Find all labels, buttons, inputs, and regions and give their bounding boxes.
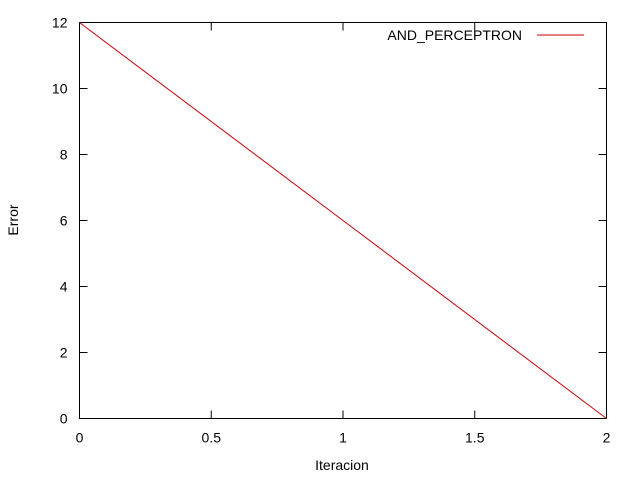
y-tick-label-0: 0 <box>60 411 68 427</box>
x-tick-label-2: 1 <box>339 430 347 446</box>
series-line-0 <box>79 22 607 419</box>
x-axis-ticks: 0 0.5 1 1.5 2 <box>76 22 611 446</box>
x-tick-label-1: 0.5 <box>202 430 222 446</box>
x-tick-label-4: 2 <box>603 430 611 446</box>
y-tick-label-6: 12 <box>52 15 68 31</box>
y-axis-label: Error <box>5 204 21 235</box>
y-tick-label-2: 4 <box>60 279 68 295</box>
x-axis-label: Iteracion <box>315 457 369 473</box>
legend-label-and-perceptron: AND_PERCEPTRON <box>387 27 522 43</box>
y-tick-label-1: 2 <box>60 345 68 361</box>
y-tick-label-4: 8 <box>60 147 68 163</box>
series-lines <box>79 22 607 419</box>
y-axis-ticks: 0 2 4 6 8 10 12 <box>52 15 607 427</box>
x-tick-label-3: 1.5 <box>465 430 485 446</box>
y-tick-label-3: 6 <box>60 213 68 229</box>
x-tick-label-0: 0 <box>76 430 84 446</box>
legend: AND_PERCEPTRON <box>387 27 584 43</box>
y-tick-label-5: 10 <box>52 81 68 97</box>
